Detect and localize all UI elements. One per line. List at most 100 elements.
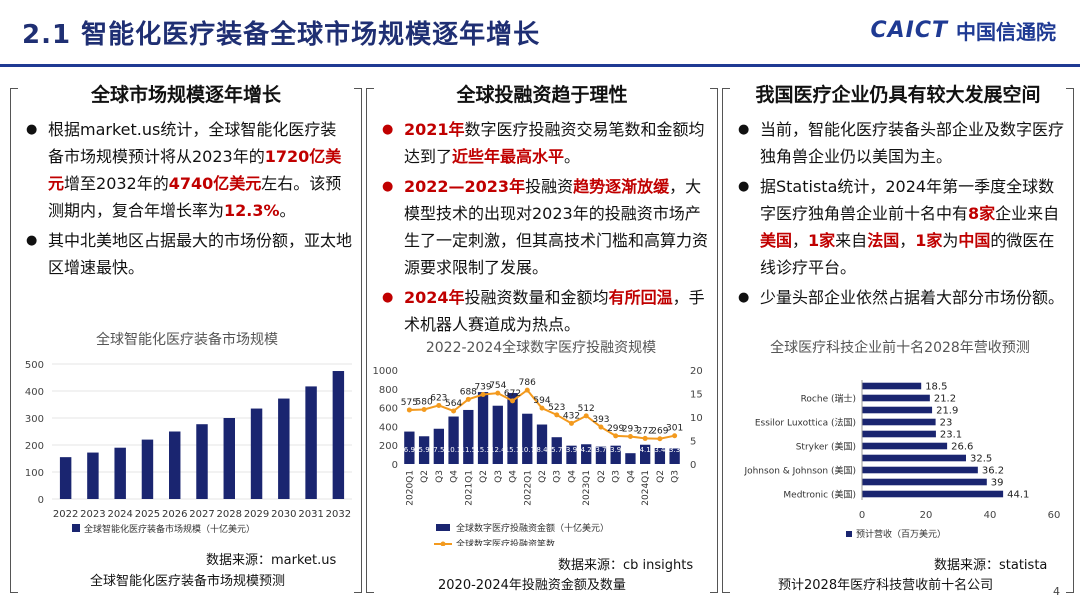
bar (59, 457, 72, 499)
line-label: 594 (533, 396, 550, 406)
bar (448, 416, 459, 464)
bullet-list: 根据market.us统计，全球智能化医疗装备市场规模预计将从2023年的172… (24, 116, 352, 284)
panel-title: 全球市场规模逐年增长 (90, 84, 281, 106)
line-point (436, 402, 442, 408)
bar (196, 424, 208, 499)
x-tick-label: 2024Q1 (641, 470, 651, 506)
line-label: 272 (637, 426, 654, 436)
bullet-list: 2021年数字医疗投融资交易笔数和金额均达到了近些年最高水平。 2022—202… (380, 116, 708, 341)
bar (492, 405, 503, 464)
panel-bracket-right (710, 88, 718, 593)
x-tick-label: 2030 (271, 509, 296, 520)
line-point (510, 398, 516, 404)
line-label: 512 (578, 404, 595, 414)
line-point (421, 406, 427, 412)
bar (862, 442, 948, 450)
bar (862, 490, 1004, 498)
bar-label: 4.1 (640, 446, 651, 454)
bar (610, 445, 621, 464)
bullet-item: 当前，智能化医疗装备头部企业及数字医疗独角兽企业仍以美国为主。 (736, 116, 1064, 170)
bar-label: 3.9 (566, 446, 577, 454)
line-label: 786 (519, 378, 536, 388)
x-tick-label: Q2 (420, 470, 430, 483)
bar (223, 418, 235, 499)
legend-label: 全球智能化医疗装备市场规模（十亿美元） (84, 523, 255, 535)
x-tick-label: 2022 (53, 509, 78, 520)
line-point (451, 408, 457, 414)
bar (862, 466, 978, 474)
line-point (627, 433, 633, 439)
bar (669, 448, 680, 464)
line-label: 393 (592, 415, 609, 425)
bar-label: 3.7 (595, 446, 606, 454)
x-tick-label: 2023Q1 (582, 470, 592, 506)
bar (169, 431, 181, 499)
x-tick-label: 2027 (189, 509, 214, 520)
bar-label: 21.2 (934, 393, 956, 404)
y-tick-label: 500 (25, 360, 44, 371)
line-label: 269 (651, 427, 668, 437)
y-right-tick-label: 10 (690, 413, 703, 424)
x-tick-label: Q4 (567, 470, 577, 483)
legend-swatch (436, 524, 450, 531)
bar-label: 3.9 (610, 446, 621, 454)
bar (625, 453, 636, 464)
bar (862, 430, 936, 438)
bullet-item: 2022—2023年投融资趋势逐渐放缓，大模型技术的出现对2023年的投融资市场… (380, 173, 708, 281)
bar (433, 428, 444, 464)
page-title: 2.1 智能化医疗装备全球市场规模逐年增长 (22, 20, 541, 50)
y-tick-label: Roche (瑞士) (801, 392, 856, 404)
line-label: 299 (607, 424, 624, 434)
panel-investment: 全球投融资趋于理性 2021年数字医疗投融资交易笔数和金额均达到了近些年最高水平… (366, 74, 718, 598)
x-tick-label: 2020Q1 (405, 470, 415, 506)
line-label: 672 (504, 389, 521, 399)
x-tick-label: Q2 (597, 470, 607, 483)
bar (141, 439, 154, 499)
bar (862, 418, 936, 426)
bar (862, 382, 922, 390)
line-label: 688 (460, 387, 477, 397)
chart-caption: 预计2028年医疗科技营收前十名公司 (778, 578, 994, 593)
bar (477, 392, 489, 464)
line-label: 293 (622, 424, 639, 434)
x-tick-label: 0 (859, 510, 865, 521)
y-tick-label: Medtronic (美国) (783, 488, 856, 500)
line-point (495, 390, 501, 396)
x-tick-label: Q3 (553, 470, 563, 483)
y-left-tick-label: 0 (392, 460, 398, 471)
y-right-tick-label: 0 (690, 460, 696, 471)
x-tick-label: Q4 (626, 470, 636, 483)
line-point (642, 435, 648, 441)
chart-title: 2022-2024全球数字医疗投融资规模 (426, 339, 656, 356)
line-point (583, 413, 589, 419)
bar (278, 398, 290, 499)
bar (862, 394, 930, 402)
x-tick-label: Q4 (509, 470, 519, 483)
bar (418, 436, 430, 464)
bar-label: 3.3 (669, 446, 680, 454)
x-tick-label: 2023 (80, 509, 105, 520)
bar-label: 12.4 (490, 446, 506, 454)
y-tick-label: Stryker (美国) (796, 440, 856, 452)
data-source: 数据来源：cb insights (558, 558, 694, 573)
bar-label: 15.1 (505, 446, 521, 454)
bar (595, 446, 607, 464)
panel-market-size: 全球市场规模逐年增长 根据market.us统计，全球智能化医疗装备市场规模预计… (10, 74, 362, 598)
bar-label: 32.5 (970, 453, 992, 464)
x-tick-label: 2029 (244, 509, 269, 520)
bar-label: 10.1 (446, 446, 462, 454)
bar (463, 409, 474, 464)
x-tick-label: Q3 (671, 470, 681, 483)
bar (654, 448, 666, 464)
y-right-tick-label: 15 (690, 390, 703, 401)
line-label: 301 (666, 424, 683, 434)
line-label: 432 (563, 411, 580, 421)
chart-caption: 全球智能化医疗装备市场规模预测 (90, 574, 286, 589)
bar (305, 386, 317, 499)
line-point (598, 424, 604, 430)
y-tick-label: 100 (25, 468, 44, 479)
investment-chart: 2022-2024全球数字医疗投融资规模02004006008001000051… (373, 339, 703, 546)
bar-label: 18.5 (925, 381, 947, 392)
bar-label: 11.5 (461, 446, 477, 454)
panel-bracket-right (1066, 88, 1074, 593)
